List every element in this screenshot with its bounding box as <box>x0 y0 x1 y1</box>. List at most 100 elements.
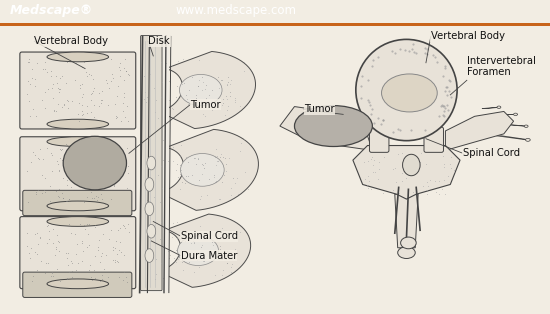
Point <box>161 82 169 87</box>
Point <box>113 158 122 163</box>
Point <box>54 87 63 92</box>
Point <box>96 147 104 152</box>
Point <box>222 260 231 265</box>
Point <box>94 147 102 152</box>
Point <box>24 57 33 62</box>
Point <box>90 196 98 201</box>
Point <box>177 238 186 243</box>
Point <box>57 147 66 152</box>
Ellipse shape <box>47 119 108 129</box>
Point <box>169 259 178 264</box>
Point <box>74 111 82 116</box>
Point <box>359 159 368 164</box>
Point <box>150 110 159 115</box>
Point <box>102 253 111 258</box>
Point <box>450 168 459 173</box>
Point <box>74 176 83 181</box>
Point <box>153 116 162 121</box>
Point <box>214 74 223 79</box>
Point <box>208 240 217 245</box>
Point <box>221 113 229 118</box>
Point <box>145 72 154 77</box>
Point <box>434 178 443 183</box>
Point <box>168 145 177 150</box>
Point <box>434 192 443 197</box>
Point <box>23 78 32 84</box>
Point <box>109 173 118 178</box>
Point <box>31 153 40 158</box>
Text: Disk: Disk <box>148 36 170 46</box>
Point <box>123 145 132 150</box>
Point <box>108 245 117 250</box>
Point <box>200 87 209 92</box>
Point <box>71 231 80 236</box>
Point <box>62 251 70 256</box>
Point <box>215 85 224 90</box>
Point <box>54 167 63 172</box>
Point <box>180 257 189 262</box>
Point <box>441 192 449 197</box>
Point <box>172 167 180 172</box>
Point <box>201 95 210 100</box>
Point <box>165 97 174 102</box>
Point <box>364 173 372 178</box>
Ellipse shape <box>147 225 156 238</box>
Point <box>150 86 159 91</box>
Point <box>97 88 106 93</box>
Point <box>62 198 70 203</box>
Point <box>119 223 128 228</box>
Point <box>368 154 377 159</box>
Point <box>424 184 433 189</box>
Polygon shape <box>280 106 372 150</box>
Point <box>43 223 52 228</box>
Point <box>89 88 98 93</box>
Point <box>93 172 102 177</box>
Point <box>67 154 75 159</box>
Point <box>89 267 98 272</box>
Point <box>369 170 378 175</box>
Point <box>54 249 63 254</box>
Point <box>81 183 90 188</box>
Point <box>71 77 80 82</box>
Point <box>85 221 94 226</box>
Point <box>374 160 383 165</box>
Point <box>114 148 123 153</box>
Point <box>378 191 387 196</box>
Point <box>140 73 148 78</box>
Point <box>48 241 57 246</box>
Point <box>54 238 63 243</box>
Point <box>190 241 199 246</box>
Point <box>222 232 231 237</box>
Point <box>431 179 439 184</box>
Point <box>109 75 118 80</box>
Point <box>393 152 402 157</box>
Point <box>108 173 117 178</box>
Point <box>64 262 73 267</box>
Point <box>109 183 118 188</box>
Point <box>95 238 103 243</box>
Point <box>65 142 74 147</box>
Point <box>142 197 151 202</box>
Point <box>55 146 64 151</box>
Point <box>64 250 73 255</box>
Point <box>106 78 115 84</box>
Point <box>74 260 82 265</box>
Point <box>119 160 128 165</box>
Point <box>422 187 431 192</box>
Point <box>78 240 86 245</box>
Point <box>85 167 94 172</box>
Ellipse shape <box>398 247 415 258</box>
Point <box>80 59 89 64</box>
Point <box>219 101 228 106</box>
Point <box>123 104 131 109</box>
Point <box>99 267 108 272</box>
Point <box>87 97 96 102</box>
Point <box>219 96 228 101</box>
Point <box>42 145 51 150</box>
Point <box>86 72 95 77</box>
Point <box>197 74 206 79</box>
Point <box>116 60 124 65</box>
Point <box>76 221 85 226</box>
Point <box>107 197 116 202</box>
Point <box>221 94 230 99</box>
